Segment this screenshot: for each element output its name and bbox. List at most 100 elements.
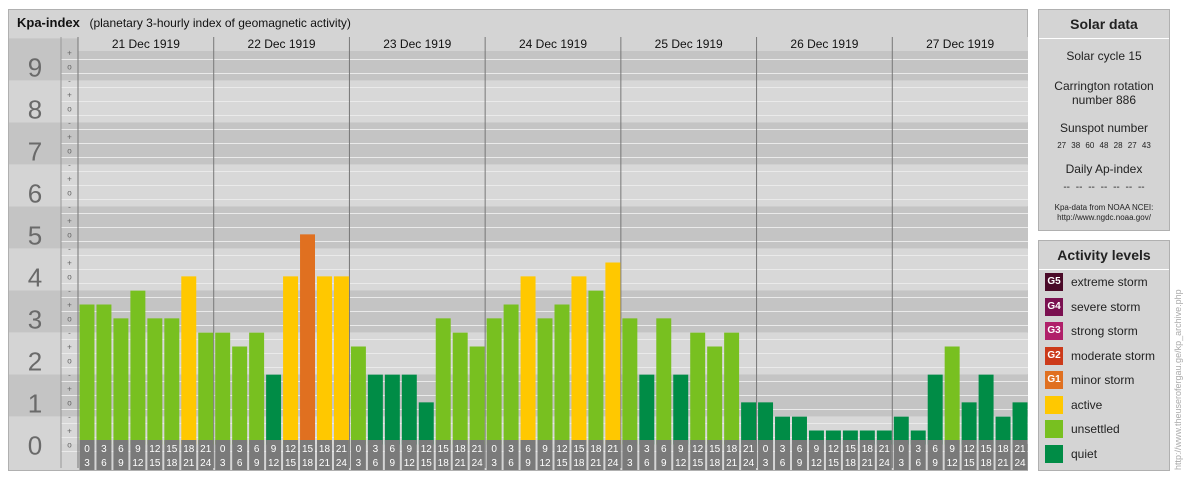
kp-bar [486,318,502,445]
hour-end-label: 6 [915,458,921,469]
y-major-band [9,416,61,459]
day-label: 27 Dec 1919 [926,37,994,51]
hour-end-label: 6 [508,458,514,469]
hour-end-label: 24 [336,458,348,469]
y-minor-label: - [68,329,71,338]
hour-start-label: 0 [356,444,362,455]
y-major-label: 2 [28,347,42,377]
hour-label-cell [1012,440,1028,470]
y-minor-label: o [67,273,72,282]
solar-data-title: Solar data [1039,10,1169,39]
y-minor-label: o [67,105,72,114]
hour-start-label: 3 [508,444,514,455]
hour-end-label: 9 [525,458,531,469]
kp-bar [927,374,943,445]
y-minor-label: + [67,133,72,142]
hour-start-label: 18 [455,444,467,455]
hour-end-label: 15 [964,458,976,469]
hour-label-cell [537,440,553,470]
hour-label-cell [367,440,383,470]
hour-end-label: 24 [743,458,755,469]
kp-bar [554,304,570,445]
hour-label-cell [147,440,163,470]
hour-end-label: 24 [200,458,212,469]
y-major-label: 4 [28,263,42,293]
hour-start-label: 21 [879,444,891,455]
hour-end-label: 9 [932,458,938,469]
kp-bar [401,374,417,445]
hour-start-label: 3 [237,444,243,455]
noaa-credit-line1: Kpa-data from NOAA NCEI: [1054,203,1154,212]
kp-bar [707,346,723,445]
hour-start-label: 0 [898,444,904,455]
hour-start-label: 6 [118,444,124,455]
hour-start-label: 18 [319,444,331,455]
kp-bar [503,304,519,445]
hour-label-cell [910,440,926,470]
hour-label-cell [707,440,723,470]
hour-label-cell [215,440,231,470]
y-major-label: 7 [28,137,42,167]
hour-start-label: 6 [254,444,260,455]
activity-levels-list: G5 extreme storm G4 severe storm G3 strong st… [1039,270,1169,466]
hour-start-label: 18 [183,444,195,455]
y-minor-label: + [67,301,72,310]
kp-bar [537,318,553,445]
hour-start-label: 12 [421,444,433,455]
hour-start-label: 18 [726,444,738,455]
hour-label-cell [944,440,960,470]
y-minor-label: - [68,203,71,212]
y-minor-label: o [67,399,72,408]
hour-start-label: 12 [828,444,840,455]
hour-end-label: 21 [183,458,195,469]
kp-bar [469,346,485,445]
hour-end-label: 12 [811,458,823,469]
hour-start-label: 21 [743,444,755,455]
kp-bar [656,318,672,445]
day-label: 23 Dec 1919 [383,37,451,51]
legend-label: quiet [1071,446,1098,461]
kp-bar [690,332,706,445]
y-major-band [9,332,61,375]
hour-label-cell [198,440,214,470]
hour-start-label: 21 [607,444,619,455]
y-minor-label: - [68,119,71,128]
kp-bar [571,276,587,445]
kp-bar [724,332,740,445]
hour-label-cell [893,440,909,470]
hour-start-label: 9 [814,444,820,455]
hour-end-label: 3 [763,458,769,469]
hour-end-label: 21 [997,458,1009,469]
kp-bar [147,318,163,445]
hour-label-cell [825,440,841,470]
day-label: 26 Dec 1919 [790,37,858,51]
legend-item-quiet: quiet [1039,442,1169,467]
hour-end-label: 3 [356,458,362,469]
hour-end-label: 18 [981,458,993,469]
hour-end-label: 9 [254,458,260,469]
hour-start-label: 12 [556,444,568,455]
hour-label-cell [130,440,146,470]
hour-end-label: 6 [373,458,379,469]
y-major-label: 1 [28,389,42,419]
hour-end-label: 15 [149,458,161,469]
y-minor-label: - [68,161,71,170]
y-minor-label: - [68,245,71,254]
y-major-band [9,164,61,207]
hour-label-cell [690,440,706,470]
kp-bar [79,304,95,445]
kp-bar [978,374,994,445]
kp-bar [130,290,146,445]
hour-label-cell [333,440,349,470]
hour-label-cell [775,440,790,470]
hour-start-label: 18 [997,444,1009,455]
hour-label-cell [300,440,315,470]
kp-bar [96,304,112,445]
y-minor-label: o [67,63,72,72]
hour-label-cell [961,440,977,470]
legend-swatch: G5 [1045,273,1063,292]
kp-bar [1012,402,1028,445]
hour-end-label: 21 [319,458,331,469]
hour-start-label: 0 [763,444,769,455]
